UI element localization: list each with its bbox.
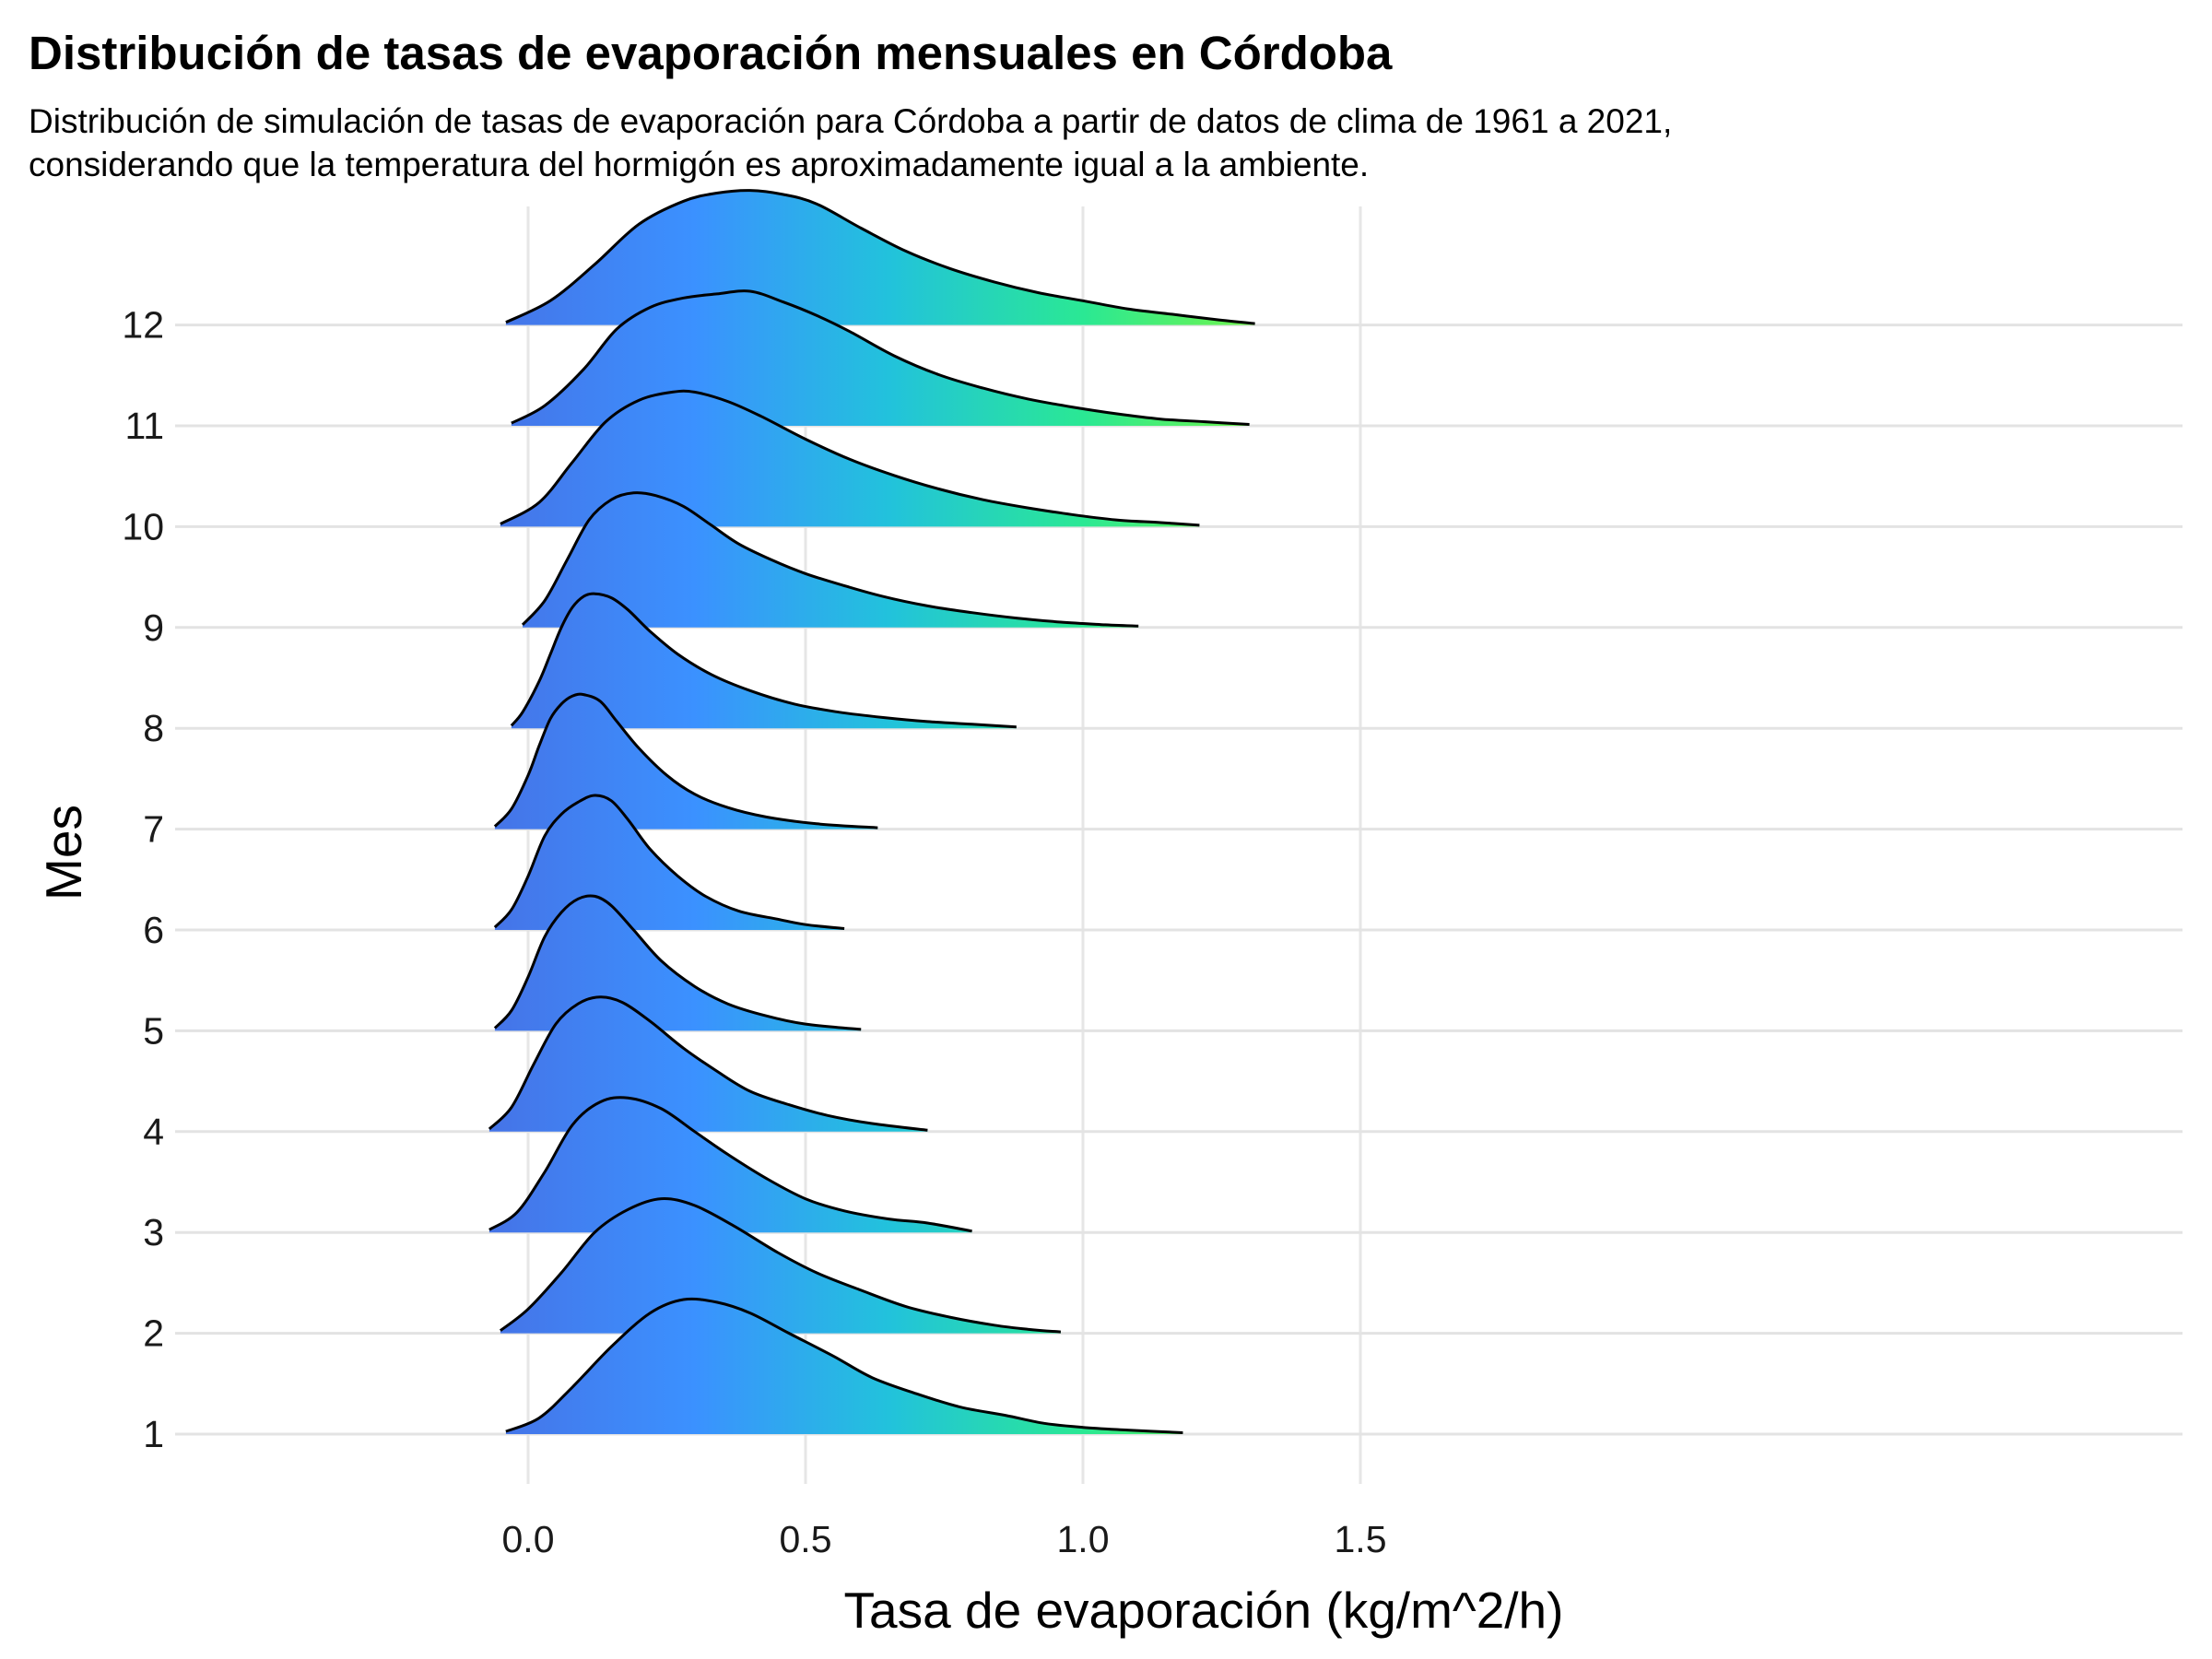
ridge-outline: [505, 189, 1255, 325]
ridge-outline: [499, 1197, 1061, 1334]
y-tick-label: 2: [143, 1312, 164, 1355]
ridge-fill: [488, 996, 928, 1132]
grid-layer: [175, 206, 2183, 1484]
ridge-month-10: [500, 389, 1200, 527]
ridge-month-4: [488, 995, 928, 1132]
chart-title: Distribución de tasas de evaporación men…: [29, 27, 1393, 79]
ridge-outline: [488, 1096, 972, 1233]
ridge-outline: [493, 692, 878, 830]
ridge-fill: [500, 391, 1200, 527]
ridge-fill: [500, 1198, 1061, 1334]
y-tick-label: 12: [122, 304, 164, 347]
ridge-outline: [493, 794, 845, 930]
ridge-outline: [511, 289, 1250, 426]
x-tick-label: 0.0: [502, 1518, 555, 1560]
ridge-fill: [505, 190, 1255, 325]
ridge-outline: [510, 592, 1017, 729]
ridge-fill: [488, 1097, 972, 1233]
y-tick-label: 3: [143, 1211, 164, 1253]
ridge-fill: [511, 594, 1017, 729]
x-tick-label: 0.5: [780, 1518, 832, 1560]
ridge-fill: [523, 492, 1139, 628]
ridge-month-5: [493, 894, 862, 1031]
x-axis-ticks: 0.0 0.5 1.0 1.5: [502, 1518, 1387, 1560]
ridge-outline: [493, 894, 862, 1031]
x-tick-label: 1.0: [1057, 1518, 1110, 1560]
ridge-month-1: [505, 1297, 1183, 1434]
y-tick-label: 10: [122, 505, 164, 547]
ridge-month-9: [521, 491, 1139, 628]
ridge-outline: [505, 1297, 1183, 1434]
y-tick-label: 9: [143, 606, 164, 649]
ridge-month-8: [510, 592, 1017, 729]
ridge-outline: [488, 995, 928, 1132]
ridge-month-2: [499, 1197, 1061, 1334]
y-tick-label: 6: [143, 909, 164, 951]
ridge-month-12: [505, 189, 1255, 325]
y-axis-title: Mes: [35, 805, 92, 900]
y-tick-label: 11: [124, 405, 164, 447]
x-tick-label: 1.5: [1335, 1518, 1387, 1560]
y-tick-label: 7: [143, 808, 164, 851]
ridge-layer: [488, 189, 1255, 1434]
y-tick-label: 8: [143, 707, 164, 749]
y-tick-label: 5: [143, 1009, 164, 1052]
y-tick-label: 1: [143, 1413, 164, 1455]
ridge-month-3: [488, 1096, 972, 1233]
ridge-fill: [494, 895, 862, 1031]
ridge-fill: [505, 1299, 1183, 1434]
ridge-outline: [521, 491, 1139, 628]
chart-subtitle: Distribución de simulación de tasas de e…: [29, 102, 1673, 183]
y-tick-label: 4: [143, 1111, 164, 1153]
x-axis-title: Tasa de evaporación (kg/m^2/h): [844, 1582, 1564, 1639]
ridge-outline: [500, 389, 1200, 527]
